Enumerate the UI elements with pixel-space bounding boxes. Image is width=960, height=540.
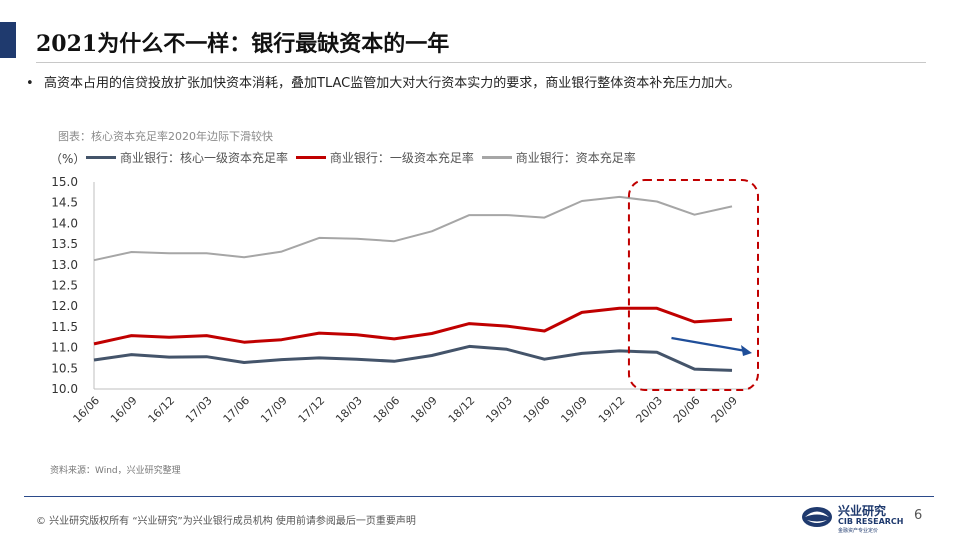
y-tick-label: 14.5 xyxy=(51,196,78,210)
chart-legend: 商业银行：核心一级资本充足率 商业银行：一级资本充足率 商业银行：资本充足率 xyxy=(86,148,640,166)
trend-arrow-shaft xyxy=(671,336,747,353)
footer-disclaimer: © 兴业研究版权所有 “兴业研究”为兴业银行成员机构 使用前请参阅最后一页重要声… xyxy=(36,516,416,527)
y-axis-unit: （%） xyxy=(50,152,86,166)
x-tick-label: 17/03 xyxy=(183,394,215,426)
y-tick-label: 12.5 xyxy=(51,279,78,293)
legend-item-tier1: 商业银行：一级资本充足率 xyxy=(295,149,474,166)
series-line-tier1 xyxy=(93,306,733,346)
legend-item-core-tier1: 商业银行：核心一级资本充足率 xyxy=(86,149,288,166)
x-tick-label: 18/09 xyxy=(408,394,440,426)
legend-swatch-core-tier1 xyxy=(86,156,116,159)
footer-divider xyxy=(24,496,934,497)
x-tick-label: 20/09 xyxy=(709,394,741,426)
logo-subtitle: 金融资产专业定价 xyxy=(838,528,879,534)
title-divider xyxy=(36,62,926,63)
bullet-text: 高资本占用的信贷投放扩张加快资本消耗，叠加TLAC监管加大对大行资本实力的要求，… xyxy=(44,76,741,91)
x-tick-label: 20/03 xyxy=(633,394,665,426)
legend-swatch-capital xyxy=(481,156,512,159)
bullet-point: • 高资本占用的信贷投放扩张加快资本消耗，叠加TLAC监管加大对大行资本实力的要求… xyxy=(26,72,740,91)
x-tick-label: 19/12 xyxy=(596,394,628,426)
trend-arrow-icon xyxy=(741,345,752,356)
series-line-core-tier1 xyxy=(93,344,733,372)
y-tick-label: 13.0 xyxy=(51,258,78,272)
company-logo: 兴业研究 CIB RESEARCH 金融资产专业定价 xyxy=(800,502,920,536)
legend-label-capital: 商业银行：资本充足率 xyxy=(515,151,636,165)
page-number: 6 xyxy=(914,508,923,523)
y-tick-label: 11.0 xyxy=(51,341,78,355)
series-line-capital xyxy=(93,195,733,262)
y-tick-label: 15.0 xyxy=(51,175,78,189)
x-tick-label: 19/03 xyxy=(483,394,515,426)
x-tick-label: 16/06 xyxy=(71,394,103,426)
logo-english: CIB RESEARCH xyxy=(838,517,904,526)
legend-label-core-tier1: 商业银行：核心一级资本充足率 xyxy=(120,151,289,165)
y-tick-label: 11.5 xyxy=(51,320,78,334)
x-tick-label: 18/12 xyxy=(446,394,478,426)
highlight-box xyxy=(627,179,759,391)
bullet-dot-icon: • xyxy=(26,76,34,91)
y-tick-label: 14.0 xyxy=(51,216,78,230)
legend-swatch-tier1 xyxy=(295,156,326,159)
x-tick-label: 17/12 xyxy=(296,394,328,426)
x-tick-label: 18/03 xyxy=(333,394,365,426)
chart-title: 图表：核心资本充足率2020年边际下滑较快 xyxy=(58,130,273,143)
y-tick-label: 13.5 xyxy=(51,237,78,251)
x-tick-label: 20/06 xyxy=(671,394,703,426)
x-tick-label: 19/06 xyxy=(521,394,553,426)
x-tick-label: 19/09 xyxy=(558,394,590,426)
y-tick-label: 10.0 xyxy=(51,382,78,396)
legend-item-capital: 商业银行：资本充足率 xyxy=(481,149,636,166)
title-accent-bar xyxy=(0,22,16,58)
x-tick-label: 16/12 xyxy=(146,394,178,426)
x-tick-label: 17/06 xyxy=(221,394,253,426)
x-tick-label: 16/09 xyxy=(108,394,140,426)
x-tick-label: 18/06 xyxy=(371,394,403,426)
slide-title: 2021为什么不一样：银行最缺资本的一年 xyxy=(36,31,450,57)
logo-name: 兴业研究 xyxy=(838,504,887,518)
data-source-note: 资料来源：Wind，兴业研究整理 xyxy=(50,466,181,476)
y-tick-label: 12.0 xyxy=(51,299,78,313)
x-tick-label: 17/09 xyxy=(258,394,290,426)
legend-label-tier1: 商业银行：一级资本充足率 xyxy=(329,151,474,165)
title-bar: 2021为什么不一样：银行最缺资本的一年 xyxy=(0,22,960,63)
logo-mark-icon xyxy=(802,507,832,527)
y-tick-label: 10.5 xyxy=(51,361,78,375)
